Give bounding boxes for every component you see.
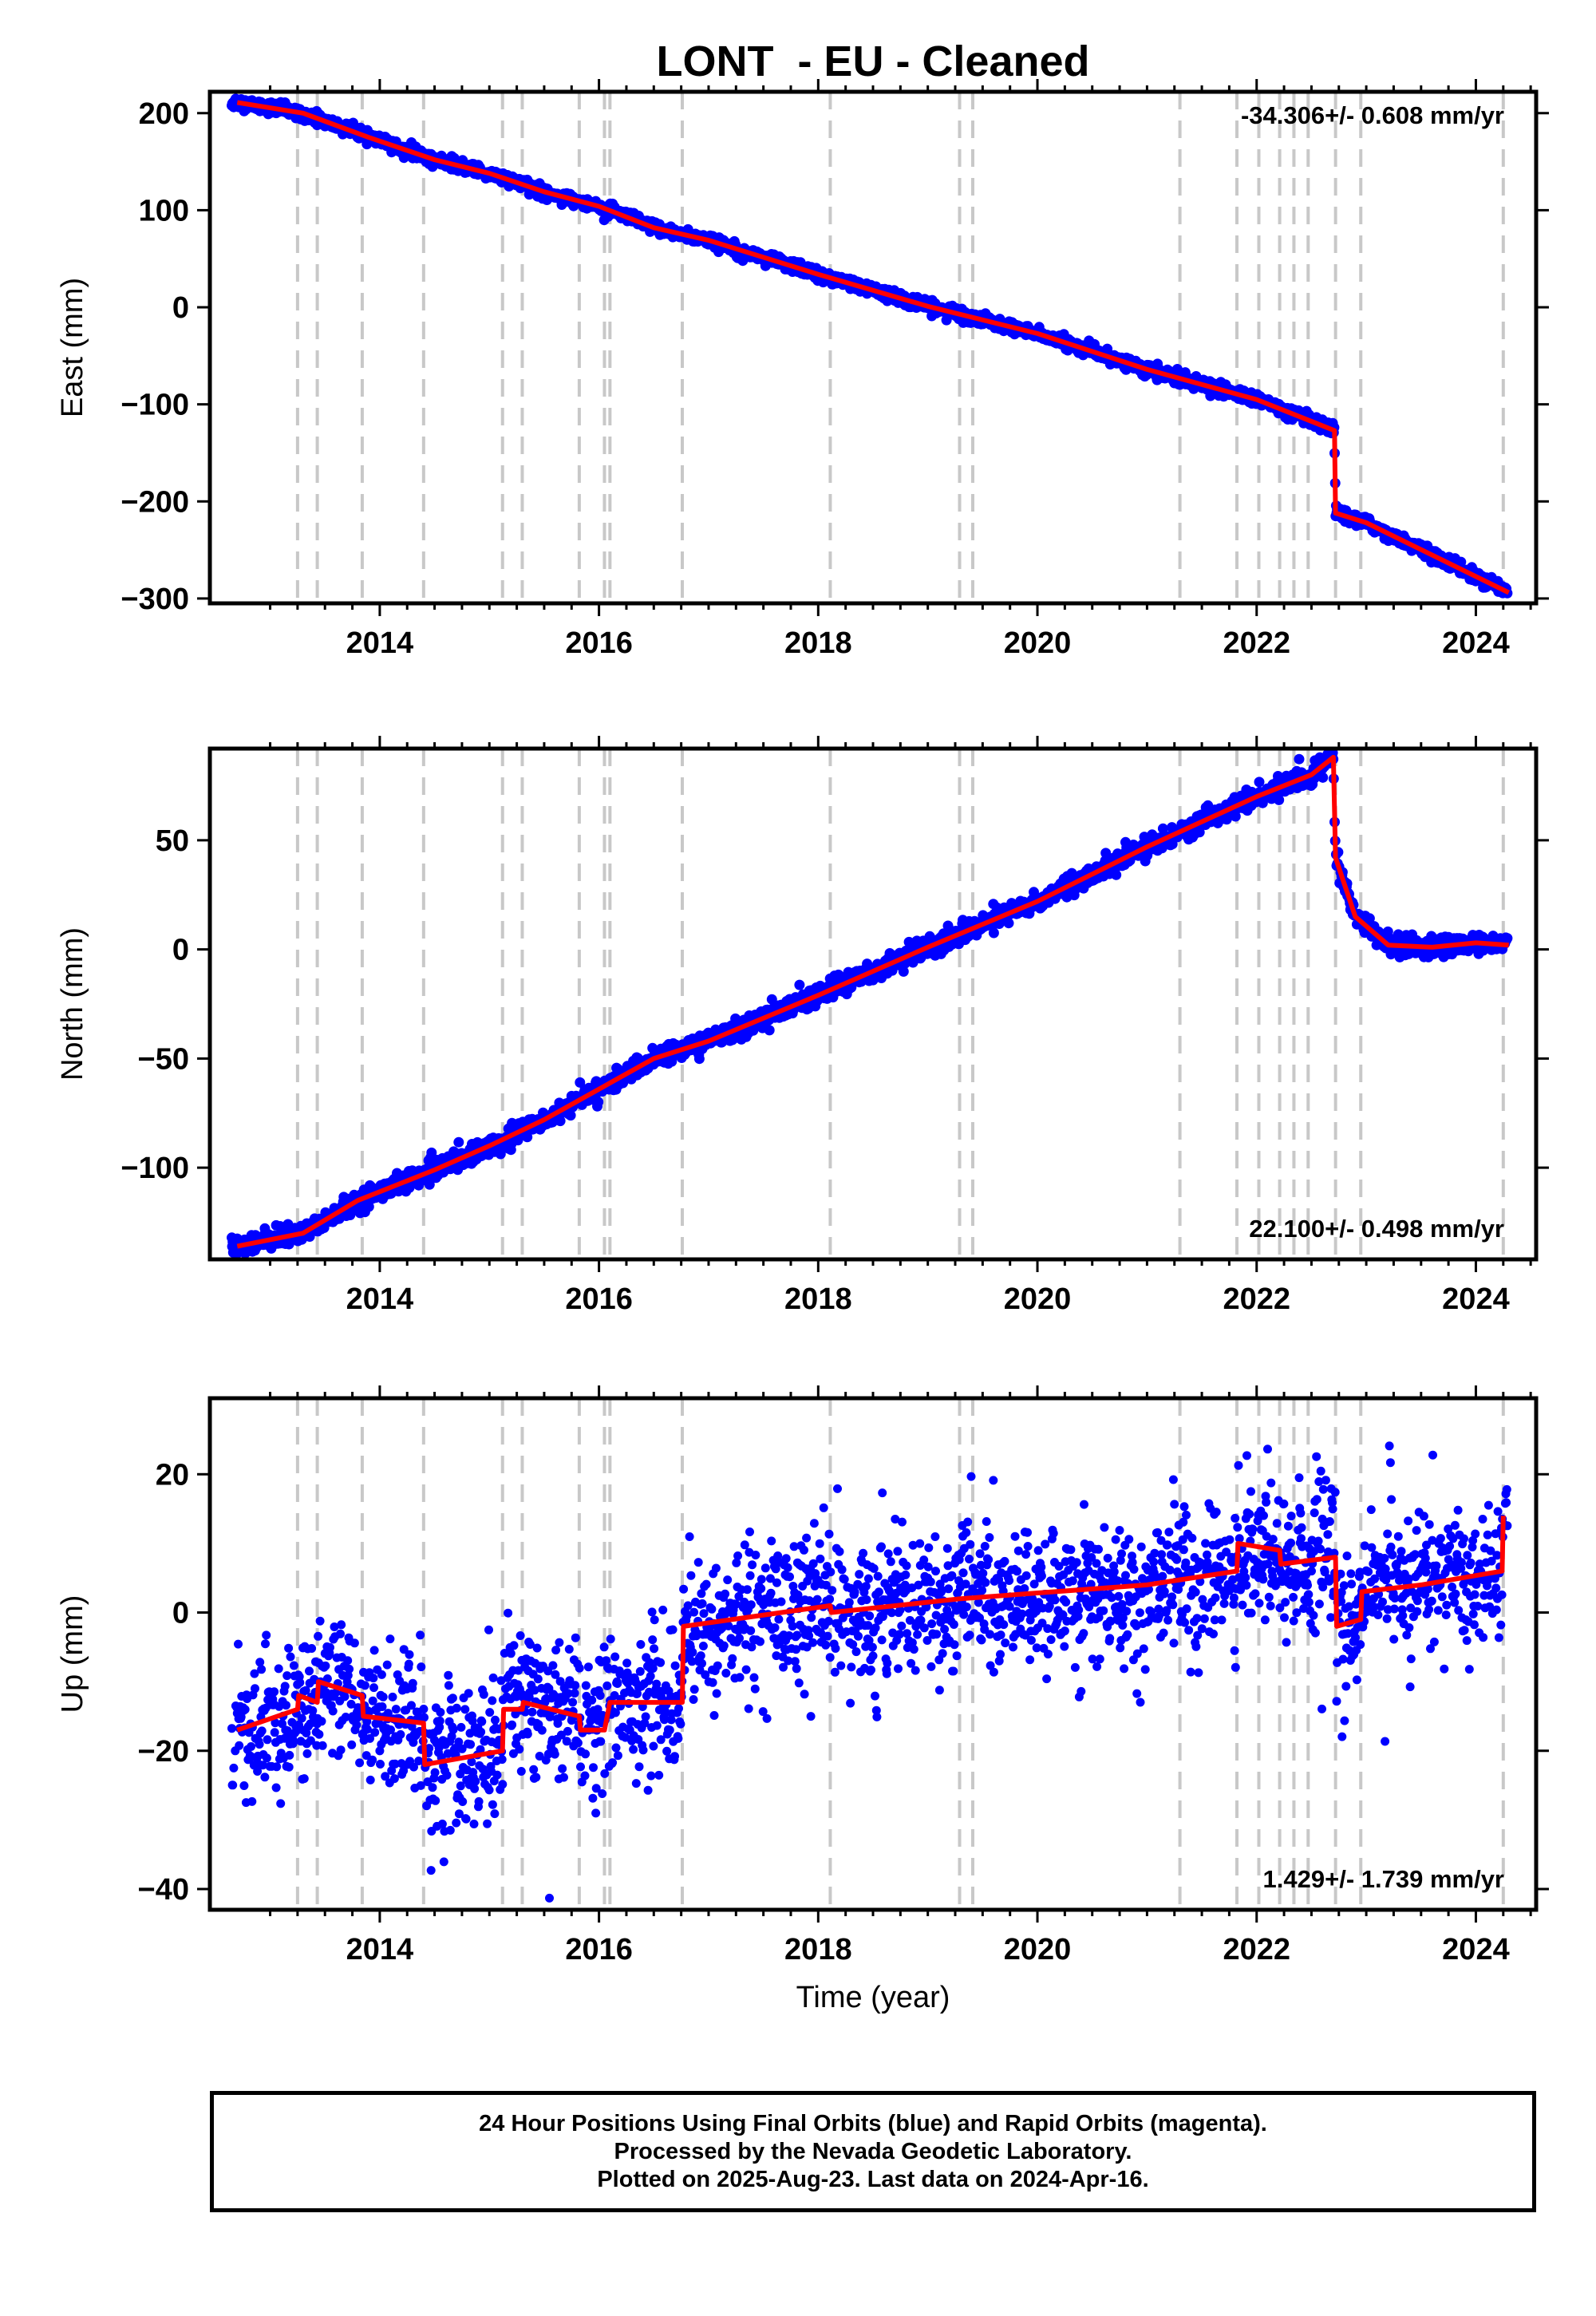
y-tick-label: −20	[138, 1735, 189, 1769]
x-tick-label: 2022	[1223, 626, 1290, 660]
data-points-north	[227, 747, 1513, 1259]
y-tick-label: 0	[172, 1597, 189, 1630]
rate-label: -34.306+/- 0.608 mm/yr	[1241, 101, 1504, 129]
y-tick-label: −100	[120, 1152, 189, 1185]
y-tick-label: 50	[156, 824, 189, 858]
model-line-east	[236, 100, 1511, 595]
y-axis-label: Up (mm)	[56, 1595, 89, 1713]
panel-up: 2014 2016 2018 2020 2022 2024 20 0 −20 −40 Up (mm)…	[56, 1385, 1549, 1966]
y-tick-label: 200	[139, 97, 189, 131]
footer-box: 24 Hour Positions Using Final Orbits (bl…	[210, 2091, 1536, 2212]
x-tick-label: 2022	[1223, 1282, 1290, 1316]
y-tick-label: 20	[156, 1458, 189, 1492]
x-tick-label: 2024	[1442, 626, 1510, 660]
x-tick-label: 2018	[784, 1282, 852, 1316]
panel-north: 2014 2016 2018 2020 2022 2024 50 0 −50 −100 North …	[56, 736, 1549, 1316]
x-tick-label: 2024	[1442, 1933, 1510, 1966]
y-tick-label: 0	[172, 291, 189, 325]
panel-east: 2014 2016 2018 2020 2022 2024 200 100 0 −100 −200 −…	[56, 79, 1549, 660]
data-points-east	[227, 93, 1513, 599]
rate-label: 22.100+/- 0.498 mm/yr	[1249, 1215, 1504, 1243]
x-tick-label: 2016	[565, 1282, 633, 1316]
y-tick-label: −100	[120, 389, 189, 422]
y-axis-label: East (mm)	[56, 278, 89, 417]
model-line-up	[236, 1516, 1506, 1768]
x-tick-label: 2020	[1004, 1282, 1072, 1316]
x-tick-label: 2020	[1004, 1933, 1072, 1966]
panels: 2014 2016 2018 2020 2022 20242001000−100−200−…	[56, 79, 1549, 1966]
x-tick-label: 2014	[346, 1282, 414, 1316]
model-line-north	[236, 754, 1509, 1249]
y-tick-label: −200	[120, 485, 189, 519]
x-tick-label: 2014	[346, 1933, 414, 1966]
x-tick-label: 2016	[565, 626, 633, 660]
y-tick-label: −40	[138, 1873, 189, 1907]
y-tick-label: 100	[139, 194, 189, 227]
x-tick-label: 2024	[1442, 1282, 1510, 1316]
x-tick-label: 2020	[1004, 626, 1072, 660]
y-tick-label: −50	[138, 1042, 189, 1076]
y-tick-label: 0	[172, 934, 189, 967]
y-axis-label: North (mm)	[56, 927, 89, 1081]
x-tick-label: 2022	[1223, 1933, 1290, 1966]
x-tick-label: 2018	[784, 626, 852, 660]
x-tick-label: 2014	[346, 626, 414, 660]
footer-line-1: 24 Hour Positions Using Final Orbits (bl…	[479, 2110, 1267, 2136]
figure-title: LONT - EU - Cleaned	[656, 38, 1089, 85]
plot-frame	[207, 89, 1539, 606]
x-tick-label: 2018	[784, 1933, 852, 1966]
x-tick-label: 2016	[565, 1933, 633, 1966]
rate-label: 1.429+/- 1.739 mm/yr	[1263, 1865, 1504, 1893]
y-tick-label: −300	[120, 583, 189, 616]
footer-line-3: Plotted on 2025-Aug-23. Last data on 202…	[597, 2166, 1149, 2192]
footer-line-2: Processed by the Nevada Geodetic Laborat…	[614, 2138, 1132, 2164]
x-axis-label: Time (year)	[796, 1981, 950, 2014]
data-points-up	[227, 1441, 1512, 1903]
